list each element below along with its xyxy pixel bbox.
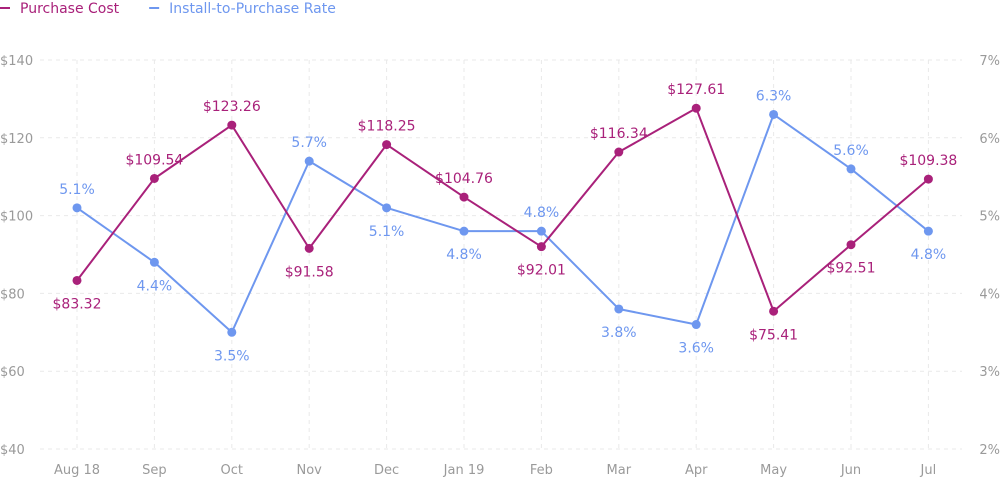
- data-label-1-1: 4.4%: [137, 278, 173, 294]
- data-point-1-2: [227, 327, 237, 337]
- data-label-1-4: 5.1%: [369, 224, 405, 240]
- x-tick-label: Oct: [221, 463, 243, 478]
- data-point-1-0: [72, 203, 82, 213]
- data-label-0-0: $83.32: [53, 296, 102, 312]
- data-point-1-5: [459, 226, 469, 236]
- right-tick-label: 5%: [979, 210, 1000, 225]
- data-point-0-6: [536, 242, 546, 252]
- data-point-1-10: [846, 164, 856, 174]
- data-point-1-7: [614, 304, 624, 314]
- data-point-1-1: [149, 257, 159, 267]
- data-label-0-10: $92.51: [827, 261, 876, 277]
- left-tick-label: $140: [0, 54, 33, 69]
- right-y-axis: 2% 3% 4% 5% 6% 7%: [979, 54, 1000, 458]
- data-label-1-7: 3.8%: [601, 325, 637, 341]
- data-point-1-4: [382, 203, 392, 213]
- data-label-1-11: 4.8%: [911, 247, 947, 263]
- data-label-1-8: 3.6%: [678, 341, 714, 357]
- data-point-1-3: [304, 156, 314, 166]
- data-point-0-7: [614, 147, 624, 157]
- data-point-1-9: [769, 109, 779, 119]
- x-tick-label: May: [760, 463, 787, 478]
- x-axis: Aug 18 Sep Oct Nov Dec Jan 19 Feb Mar Apr May Jun J…: [54, 463, 936, 478]
- data-label-1-3: 5.7%: [291, 135, 327, 151]
- data-label-1-9: 6.3%: [756, 88, 792, 104]
- data-point-1-6: [536, 226, 546, 236]
- left-tick-label: $100: [0, 210, 33, 225]
- x-tick-label: Sep: [142, 463, 167, 478]
- right-tick-label: 4%: [979, 287, 1000, 302]
- right-tick-label: 6%: [979, 132, 1000, 147]
- data-label-0-5: $104.76: [435, 171, 493, 187]
- x-tick-label: Jan 19: [443, 463, 485, 478]
- series-lines: [76, 107, 930, 334]
- left-tick-label: $80: [0, 287, 25, 302]
- data-label-1-10: 5.6%: [833, 143, 869, 159]
- data-label-1-5: 4.8%: [446, 247, 482, 263]
- data-point-0-1: [149, 173, 159, 183]
- data-label-1-6: 4.8%: [524, 205, 560, 221]
- grid: [40, 59, 962, 450]
- data-point-0-4: [382, 140, 392, 150]
- data-label-0-11: $109.38: [899, 153, 957, 169]
- x-tick-label: Nov: [297, 463, 323, 478]
- data-point-0-10: [846, 240, 856, 250]
- data-point-0-11: [923, 174, 933, 184]
- left-y-axis: $40 $60 $80 $100 $120 $140: [0, 54, 33, 458]
- series-line-0: [76, 107, 930, 313]
- series-line-1: [76, 113, 930, 334]
- data-point-1-11: [923, 226, 933, 236]
- right-tick-label: 3%: [979, 365, 1000, 380]
- right-tick-label: 7%: [979, 54, 1000, 69]
- data-label-0-6: $92.01: [517, 263, 566, 279]
- data-point-0-8: [691, 103, 701, 113]
- data-point-1-8: [691, 320, 701, 330]
- legend-label-1: Install-to-Purchase Rate: [169, 1, 336, 17]
- legend: Purchase Cost Install-to-Purchase Rate: [0, 1, 336, 17]
- data-label-0-1: $109.54: [125, 152, 183, 168]
- data-point-0-5: [459, 192, 469, 202]
- x-tick-label: Jun: [840, 463, 861, 478]
- data-label-0-2: $123.26: [203, 99, 261, 115]
- x-tick-label: Mar: [607, 463, 632, 478]
- left-tick-label: $60: [0, 365, 25, 380]
- x-tick-label: Jul: [920, 463, 937, 478]
- right-tick-label: 2%: [979, 443, 1000, 458]
- data-point-0-0: [72, 275, 82, 285]
- data-point-0-9: [769, 306, 779, 316]
- data-label-1-2: 3.5%: [214, 348, 250, 364]
- data-label-0-4: $118.25: [358, 119, 416, 135]
- data-label-0-8: $127.61: [667, 82, 725, 98]
- data-point-0-3: [304, 243, 314, 253]
- x-tick-label: Apr: [685, 463, 708, 478]
- left-tick-label: $120: [0, 132, 33, 147]
- legend-label-0: Purchase Cost: [20, 1, 120, 17]
- series-points: [72, 103, 933, 337]
- x-tick-label: Feb: [530, 463, 553, 478]
- left-tick-label: $40: [0, 443, 25, 458]
- x-tick-label: Dec: [374, 463, 399, 478]
- x-tick-label: Aug 18: [54, 463, 100, 478]
- data-label-0-9: $75.41: [749, 327, 798, 343]
- data-label-0-7: $116.34: [590, 126, 648, 142]
- data-point-0-2: [227, 120, 237, 130]
- data-label-1-0: 5.1%: [59, 182, 95, 198]
- data-label-0-3: $91.58: [285, 264, 334, 280]
- data-labels: 5.1% 4.4% 3.5% 5.7% 5.1% 4.8% 4.8% 3.8% 3.6% 6.3%…: [53, 82, 958, 364]
